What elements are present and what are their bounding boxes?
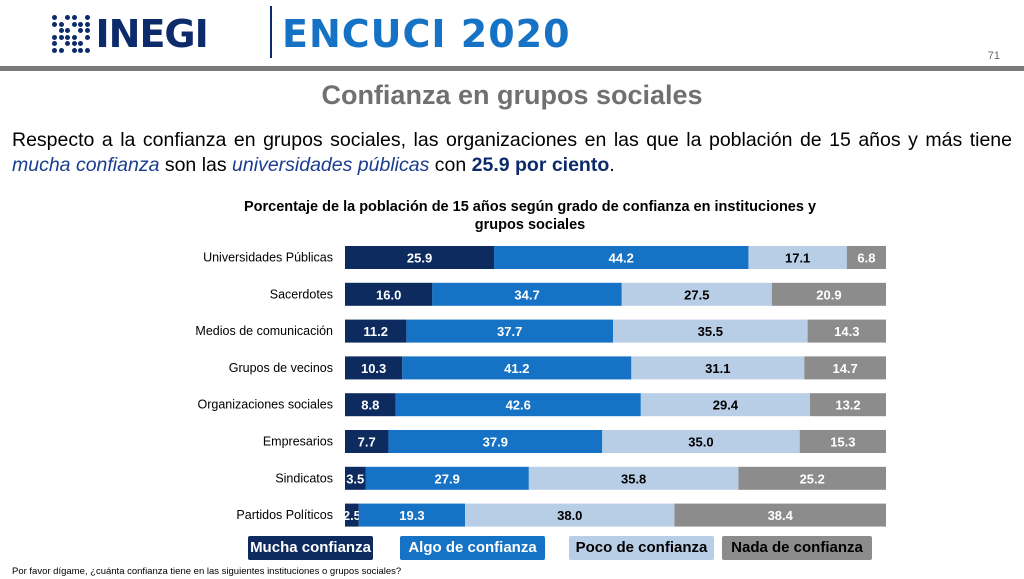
bar-segment-nada bbox=[804, 356, 886, 380]
data-label: 19.3 bbox=[399, 508, 424, 523]
data-label: 3.5 bbox=[346, 471, 364, 486]
intro-part: son las bbox=[159, 154, 233, 176]
data-label: 13.2 bbox=[835, 398, 860, 413]
data-label: 38.4 bbox=[768, 508, 794, 523]
bar-segment-nada bbox=[799, 430, 886, 453]
bar-segment-algo bbox=[406, 319, 614, 343]
bar-segment-algo bbox=[432, 282, 622, 306]
bar-segment-nada bbox=[674, 503, 886, 527]
data-label: 14.3 bbox=[834, 324, 859, 339]
data-label: 6.8 bbox=[857, 251, 875, 266]
data-label: 38.0 bbox=[557, 508, 582, 523]
bar-segment-poco bbox=[465, 503, 675, 527]
data-label: 34.7 bbox=[514, 287, 539, 302]
header-divider bbox=[270, 6, 272, 58]
bar-segment-algo bbox=[494, 246, 749, 269]
bar-segment-nada bbox=[846, 246, 886, 269]
header-bar bbox=[0, 66, 1024, 71]
logo-dots-icon bbox=[52, 15, 90, 53]
category-label: Partidos Políticos bbox=[236, 508, 333, 522]
bar-segment-nada bbox=[810, 393, 886, 417]
data-label: 27.9 bbox=[435, 471, 460, 486]
survey-title: ENCUCI 2020 bbox=[282, 12, 571, 56]
category-label: Universidades Públicas bbox=[203, 251, 333, 265]
data-label: 35.5 bbox=[698, 324, 723, 339]
data-label: 41.2 bbox=[504, 361, 529, 376]
intro-part: Respecto a la confianza en grupos social… bbox=[12, 129, 1012, 151]
logo-text: INEGI bbox=[95, 12, 209, 56]
bar-segment-algo bbox=[365, 466, 529, 490]
bar-segment-nada bbox=[807, 319, 886, 343]
data-label: 35.0 bbox=[688, 435, 713, 450]
data-label: 20.9 bbox=[816, 287, 841, 302]
intro-emphasis: universidades públicas bbox=[232, 154, 430, 176]
data-label: 29.4 bbox=[713, 398, 739, 413]
data-label: 35.8 bbox=[621, 471, 646, 486]
bar-segment-nada bbox=[738, 466, 886, 490]
bar-segment-mucha bbox=[345, 319, 407, 343]
legend-item-algo: Algo de confianza bbox=[400, 536, 545, 560]
bar-segment-nada bbox=[771, 282, 886, 306]
data-label: 11.2 bbox=[363, 324, 388, 339]
bar-segment-mucha bbox=[345, 466, 366, 490]
data-label: 25.2 bbox=[800, 471, 825, 486]
intro-emphasis: mucha confianza bbox=[12, 154, 160, 176]
intro-highlight: 25.9 por ciento bbox=[471, 154, 610, 176]
chart-title: Porcentaje de la población de 15 años se… bbox=[243, 199, 817, 233]
chart-legend: Mucha confianza Algo de confianza Poco de … bbox=[0, 536, 1024, 562]
bar-segment-mucha bbox=[345, 503, 359, 527]
data-label: 27.5 bbox=[684, 287, 709, 302]
bar-segment-algo bbox=[395, 393, 641, 417]
category-label: Sindicatos bbox=[275, 471, 333, 485]
legend-item-nada: Nada de confianza bbox=[722, 536, 872, 560]
footnote: Por favor dígame, ¿cuánta confianza tien… bbox=[12, 566, 402, 577]
data-label: 37.9 bbox=[483, 435, 508, 450]
intro-text: Respecto a la confianza en grupos social… bbox=[12, 128, 1012, 178]
category-label: Organizaciones sociales bbox=[198, 398, 334, 412]
data-label: 44.2 bbox=[609, 251, 634, 266]
header: INEGI ENCUCI 2020 71 bbox=[0, 0, 1024, 71]
data-label: 7.7 bbox=[358, 435, 376, 450]
data-label: 10.3 bbox=[361, 361, 386, 376]
data-label: 37.7 bbox=[497, 324, 522, 339]
legend-item-poco: Poco de confianza bbox=[569, 536, 714, 560]
bar-segment-poco bbox=[621, 282, 772, 306]
inegi-logo[interactable]: INEGI bbox=[52, 12, 209, 56]
bar-segment-poco bbox=[528, 466, 739, 490]
data-label: 15.3 bbox=[830, 435, 855, 450]
data-label: 2.5 bbox=[343, 508, 361, 523]
bar-segment-algo bbox=[402, 356, 632, 380]
data-label: 17.1 bbox=[785, 251, 810, 266]
data-label: 25.9 bbox=[407, 251, 432, 266]
data-label: 14.7 bbox=[832, 361, 857, 376]
category-label: Medios de comunicación bbox=[195, 324, 333, 338]
bar-segment-mucha bbox=[345, 246, 495, 269]
bar-segment-poco bbox=[613, 319, 808, 343]
data-label: 8.8 bbox=[361, 398, 379, 413]
bar-segment-mucha bbox=[345, 282, 433, 306]
bar-segment-poco bbox=[748, 246, 847, 269]
page-number: 71 bbox=[987, 50, 1000, 62]
bar-segment-poco bbox=[631, 356, 805, 380]
category-label: Grupos de vecinos bbox=[229, 361, 333, 375]
data-label: 16.0 bbox=[376, 287, 401, 302]
legend-item-mucha: Mucha confianza bbox=[248, 536, 373, 560]
bar-segment-poco bbox=[602, 430, 800, 453]
category-label: Sacerdotes bbox=[270, 287, 333, 301]
data-label: 42.6 bbox=[506, 398, 531, 413]
category-label: Empresarios bbox=[263, 435, 333, 449]
bar-segment-poco bbox=[640, 393, 811, 417]
stacked-bar-chart: Universidades Públicas 25.9 44.2 17.1 6.8 Sac… bbox=[195, 246, 886, 527]
bar-segment-mucha bbox=[345, 430, 389, 453]
intro-part: . bbox=[609, 154, 615, 176]
slide-title: Confianza en grupos sociales bbox=[321, 80, 703, 110]
data-label: 31.1 bbox=[705, 361, 730, 376]
bar-segment-mucha bbox=[345, 393, 396, 417]
bar-segment-algo bbox=[388, 430, 603, 453]
intro-part: con bbox=[429, 154, 472, 176]
bar-segment-mucha bbox=[345, 356, 403, 380]
bar-segment-algo bbox=[358, 503, 466, 527]
